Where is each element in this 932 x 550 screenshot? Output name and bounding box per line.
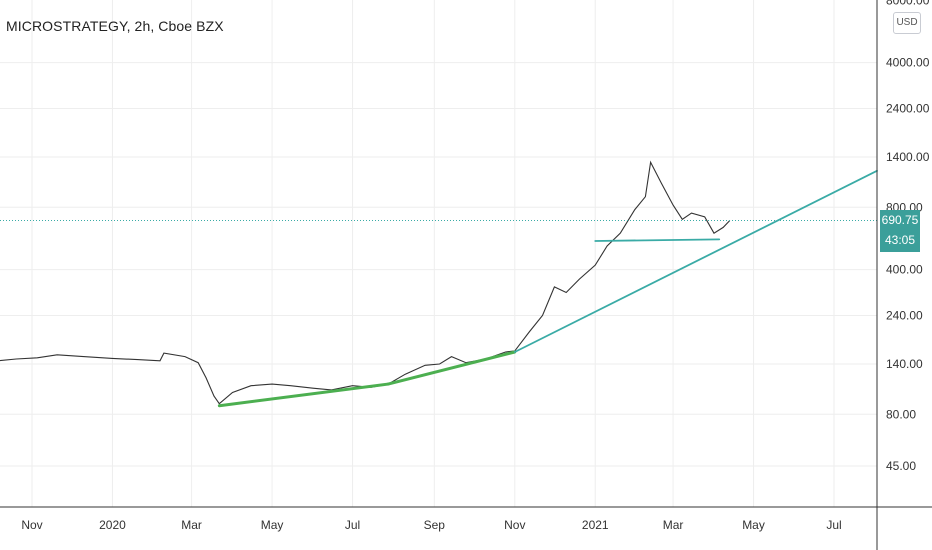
green-trendline — [386, 350, 517, 386]
teal-trendline — [594, 238, 721, 242]
price-line — [0, 160, 731, 405]
last-price-value: 690.75 — [881, 213, 919, 227]
x-tick-label: Jul — [345, 518, 360, 532]
x-tick-label: Nov — [21, 518, 42, 532]
teal-trendline — [513, 169, 878, 353]
chart-title: MICROSTRATEGY, 2h, Cboe BZX — [6, 18, 224, 34]
trendlines — [0, 169, 878, 408]
green-trendline — [217, 382, 390, 408]
y-tick-label: 240.00 — [886, 309, 923, 323]
x-axis: Nov 2020 Mar May Jul Sep Nov 2021 Mar May Jul — [0, 506, 932, 532]
x-tick-label: Mar — [181, 518, 202, 532]
x-tick-label: Mar — [663, 518, 684, 532]
bar-countdown: 43:05 — [884, 233, 916, 247]
chart-grid — [0, 0, 877, 507]
y-tick-label: 45.00 — [886, 459, 916, 473]
y-tick-label: 400.00 — [886, 263, 923, 277]
y-tick-label: 8000.00 — [886, 0, 930, 7]
y-axis: 8000.004000.002400.001400.00800.00400.00… — [876, 0, 930, 550]
y-tick-label: 80.00 — [886, 407, 916, 421]
x-tick-label: Sep — [424, 518, 446, 532]
x-tick-label: 2020 — [99, 518, 126, 532]
x-tick-label: Nov — [504, 518, 525, 532]
x-tick-label: Jul — [826, 518, 841, 532]
y-tick-label: 2400.00 — [886, 102, 930, 116]
x-tick-label: 2021 — [582, 518, 609, 532]
currency-button[interactable]: USD — [893, 12, 921, 34]
y-tick-label: 1400.00 — [886, 150, 930, 164]
y-tick-label: 140.00 — [886, 357, 923, 371]
last-price-badge: 690.75 43:05 — [880, 210, 920, 252]
x-tick-label: May — [261, 518, 284, 532]
y-tick-label: 4000.00 — [886, 56, 930, 70]
price-series — [0, 160, 731, 405]
x-tick-label: May — [742, 518, 765, 532]
